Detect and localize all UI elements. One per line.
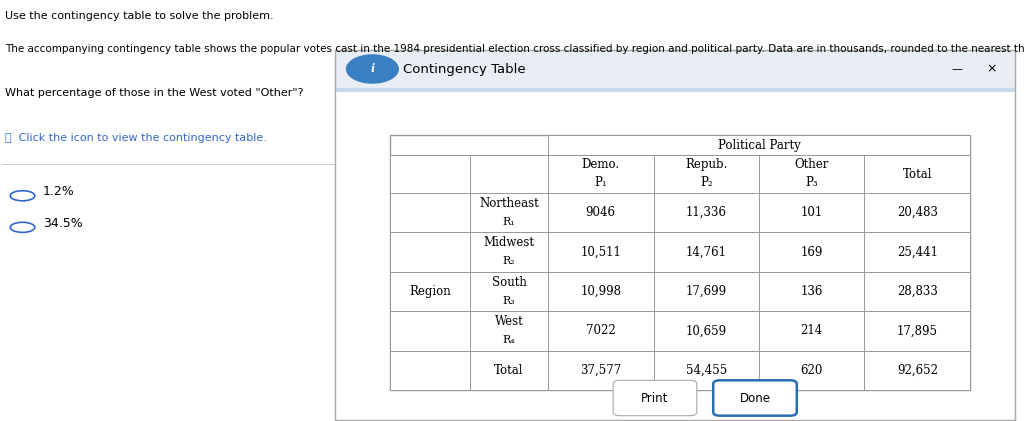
FancyBboxPatch shape — [613, 380, 696, 416]
Text: 10,511: 10,511 — [581, 245, 622, 258]
Bar — [548, 135, 970, 155]
Text: Total: Total — [495, 364, 523, 377]
Text: 25,441: 25,441 — [897, 245, 938, 258]
Text: P₁: P₁ — [595, 176, 607, 189]
Text: Done: Done — [739, 392, 770, 405]
Text: 14,761: 14,761 — [686, 245, 727, 258]
Bar — [470, 351, 548, 390]
Text: Total: Total — [902, 168, 932, 181]
Bar — [864, 311, 970, 351]
Text: 54,455: 54,455 — [686, 364, 727, 377]
Bar — [548, 193, 653, 232]
Text: The accompanying contingency table shows the popular votes cast in the 1984 pres: The accompanying contingency table shows… — [5, 44, 1024, 54]
Bar — [759, 232, 864, 272]
Text: West: West — [495, 315, 523, 328]
Bar — [759, 351, 864, 390]
Text: 7022: 7022 — [586, 325, 615, 337]
Text: 34.5%: 34.5% — [43, 217, 83, 229]
Text: Use the contingency table to solve the problem.: Use the contingency table to solve the p… — [5, 11, 273, 21]
Text: South: South — [492, 276, 526, 289]
Text: Region: Region — [410, 285, 451, 298]
Text: 28,833: 28,833 — [897, 285, 938, 298]
Bar — [390, 232, 470, 272]
Bar — [390, 311, 470, 351]
Bar — [470, 311, 548, 351]
Text: 17,895: 17,895 — [897, 325, 938, 337]
Bar — [548, 232, 653, 272]
Bar — [470, 155, 548, 193]
Text: 11,336: 11,336 — [686, 206, 727, 219]
Text: R₂: R₂ — [503, 256, 515, 266]
Bar — [864, 272, 970, 311]
Text: 169: 169 — [801, 245, 823, 258]
Text: Midwest: Midwest — [483, 236, 535, 249]
Bar — [759, 155, 864, 193]
Text: Demo.: Demo. — [582, 158, 620, 171]
Text: ⧉  Click the icon to view the contingency table.: ⧉ Click the icon to view the contingency… — [5, 133, 267, 143]
Text: 1.2%: 1.2% — [43, 185, 75, 198]
Text: —: — — [951, 64, 963, 74]
Bar — [548, 155, 653, 193]
Text: 17,699: 17,699 — [686, 285, 727, 298]
Bar — [864, 155, 970, 193]
Bar — [653, 351, 759, 390]
Text: Repub.: Repub. — [685, 158, 727, 171]
Bar — [759, 272, 864, 311]
Text: Northeast: Northeast — [479, 197, 539, 210]
Circle shape — [346, 55, 398, 83]
Bar — [759, 193, 864, 232]
Text: P₃: P₃ — [806, 176, 818, 189]
Text: Print: Print — [641, 392, 669, 405]
Bar — [390, 272, 470, 311]
Bar — [653, 311, 759, 351]
Text: 136: 136 — [801, 285, 823, 298]
Bar — [390, 193, 470, 232]
Bar — [653, 155, 759, 193]
Bar — [335, 50, 1015, 88]
Bar — [864, 351, 970, 390]
Bar — [470, 232, 548, 272]
Bar — [548, 272, 653, 311]
Text: 620: 620 — [801, 364, 823, 377]
Text: ×: × — [986, 62, 996, 75]
Text: P₂: P₂ — [700, 176, 713, 189]
Text: Political Party: Political Party — [718, 139, 801, 152]
Text: 214: 214 — [801, 325, 823, 337]
Text: 10,998: 10,998 — [581, 285, 622, 298]
Text: 101: 101 — [801, 206, 823, 219]
Bar — [548, 351, 653, 390]
Text: R₄: R₄ — [503, 335, 515, 345]
Bar — [864, 193, 970, 232]
Bar — [470, 272, 548, 311]
Text: 37,577: 37,577 — [581, 364, 622, 377]
Bar — [390, 155, 470, 193]
Bar — [390, 351, 470, 390]
Bar — [335, 88, 1015, 92]
Text: i: i — [371, 64, 375, 75]
Text: Other: Other — [795, 158, 829, 171]
Bar — [864, 232, 970, 272]
Text: 9046: 9046 — [586, 206, 615, 219]
Bar — [653, 232, 759, 272]
Text: 10,659: 10,659 — [686, 325, 727, 337]
Text: Contingency Table: Contingency Table — [403, 62, 525, 75]
Text: What percentage of those in the West voted "Other"?: What percentage of those in the West vot… — [5, 88, 304, 99]
Text: 20,483: 20,483 — [897, 206, 938, 219]
Text: R₃: R₃ — [503, 296, 515, 306]
Bar — [548, 311, 653, 351]
Text: R₁: R₁ — [503, 217, 515, 227]
Bar — [390, 135, 970, 390]
FancyBboxPatch shape — [713, 380, 797, 416]
Bar — [653, 272, 759, 311]
Bar — [759, 311, 864, 351]
Text: 92,652: 92,652 — [897, 364, 938, 377]
Bar — [653, 193, 759, 232]
Bar — [470, 193, 548, 232]
